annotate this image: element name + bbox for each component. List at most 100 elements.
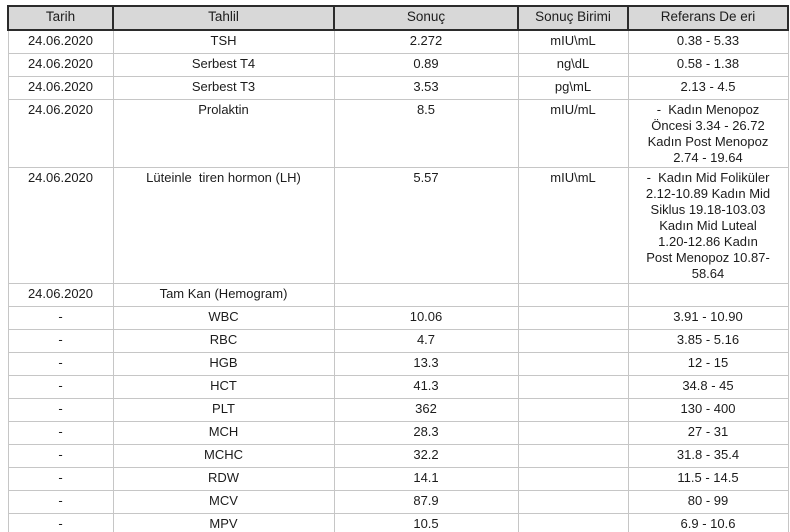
cell-tahlil: RBC: [112, 329, 335, 353]
cell-referans: - Kadın Menopoz Öncesi 3.34 - 26.72 Kadı…: [627, 99, 789, 168]
cell-birim: [517, 283, 629, 307]
cell-sonuc: 41.3: [333, 375, 519, 399]
cell-sonuc: 8.5: [333, 99, 519, 168]
table-row: - PLT 362 130 - 400: [7, 398, 789, 422]
cell-birim: [517, 398, 629, 422]
cell-sonuc: 4.7: [333, 329, 519, 353]
cell-referans: [627, 283, 789, 307]
cell-tarih: -: [7, 513, 114, 532]
cell-tarih: 24.06.2020: [7, 76, 114, 100]
cell-referans: 11.5 - 14.5: [627, 467, 789, 491]
table-row: - WBC 10.06 3.91 - 10.90: [7, 306, 789, 330]
cell-tarih: -: [7, 421, 114, 445]
cell-sonuc: 3.53: [333, 76, 519, 100]
cell-tahlil: Serbest T4: [112, 53, 335, 77]
header-tarih: Tarih: [7, 5, 114, 31]
header-sonuc-birimi: Sonuç Birimi: [517, 5, 629, 31]
cell-tahlil: Prolaktin: [112, 99, 335, 168]
cell-tahlil: PLT: [112, 398, 335, 422]
cell-sonuc: 87.9: [333, 490, 519, 514]
table-row: - MCH 28.3 27 - 31: [7, 421, 789, 445]
cell-referans: 27 - 31: [627, 421, 789, 445]
header-tahlil: Tahlil: [112, 5, 335, 31]
cell-birim: [517, 513, 629, 532]
cell-sonuc: 0.89: [333, 53, 519, 77]
cell-sonuc: 362: [333, 398, 519, 422]
cell-tahlil: TSH: [112, 29, 335, 54]
lab-results-table: Tarih Tahlil Sonuç Sonuç Birimi Referans…: [7, 5, 789, 532]
cell-birim: [517, 375, 629, 399]
cell-tarih: -: [7, 375, 114, 399]
cell-referans: 34.8 - 45: [627, 375, 789, 399]
table-row: - HCT 41.3 34.8 - 45: [7, 375, 789, 399]
cell-referans: 80 - 99: [627, 490, 789, 514]
table-row: - HGB 13.3 12 - 15: [7, 352, 789, 376]
table-row: 24.06.2020 Prolaktin 8.5 mIU/mL - Kadın Meno…: [7, 99, 789, 168]
cell-tahlil: Tam Kan (Hemogram): [112, 283, 335, 307]
cell-tahlil: MCHC: [112, 444, 335, 468]
cell-tarih: 24.06.2020: [7, 283, 114, 307]
cell-tarih: -: [7, 398, 114, 422]
table-row: 24.06.2020 Serbest T4 0.89 ng\dL 0.58 - 1.38: [7, 53, 789, 77]
cell-referans: 130 - 400: [627, 398, 789, 422]
cell-birim: pg\mL: [517, 76, 629, 100]
header-sonuc: Sonuç: [333, 5, 519, 31]
cell-tahlil: HGB: [112, 352, 335, 376]
header-referans-degeri: Referans De eri: [627, 5, 789, 31]
cell-birim: [517, 467, 629, 491]
cell-referans: - Kadın Mid Foliküler 2.12-10.89 Kadın M…: [627, 167, 789, 284]
cell-birim: [517, 352, 629, 376]
cell-tahlil: Lüteinle tiren hormon (LH): [112, 167, 335, 284]
cell-referans: 0.58 - 1.38: [627, 53, 789, 77]
cell-sonuc: 32.2: [333, 444, 519, 468]
cell-tarih: 24.06.2020: [7, 167, 114, 284]
table-row: 24.06.2020 Serbest T3 3.53 pg\mL 2.13 - 4.5: [7, 76, 789, 100]
table-row: - RDW 14.1 11.5 - 14.5: [7, 467, 789, 491]
table-row: - RBC 4.7 3.85 - 5.16: [7, 329, 789, 353]
cell-referans: 0.38 - 5.33: [627, 29, 789, 54]
cell-birim: mIU\mL: [517, 29, 629, 54]
table-row: - MCV 87.9 80 - 99: [7, 490, 789, 514]
table-row: - MCHC 32.2 31.8 - 35.4: [7, 444, 789, 468]
cell-tarih: -: [7, 444, 114, 468]
table-row: 24.06.2020 TSH 2.272 mIU\mL 0.38 - 5.33: [7, 29, 789, 54]
cell-birim: [517, 421, 629, 445]
cell-sonuc: 10.5: [333, 513, 519, 532]
cell-tarih: -: [7, 352, 114, 376]
table-row: 24.06.2020 Lüteinle tiren hormon (LH) 5.57…: [7, 167, 789, 284]
cell-sonuc: 28.3: [333, 421, 519, 445]
cell-tarih: 24.06.2020: [7, 99, 114, 168]
cell-tahlil: MCV: [112, 490, 335, 514]
cell-birim: mIU/mL: [517, 99, 629, 168]
cell-tahlil: MCH: [112, 421, 335, 445]
cell-tarih: 24.06.2020: [7, 29, 114, 54]
cell-referans: 31.8 - 35.4: [627, 444, 789, 468]
cell-tahlil: RDW: [112, 467, 335, 491]
table-header-row: Tarih Tahlil Sonuç Sonuç Birimi Referans…: [7, 5, 789, 31]
cell-tarih: -: [7, 490, 114, 514]
table-body: 24.06.2020 TSH 2.272 mIU\mL 0.38 - 5.33 24.06…: [7, 29, 789, 532]
cell-referans: 3.91 - 10.90: [627, 306, 789, 330]
cell-tahlil: Serbest T3: [112, 76, 335, 100]
cell-birim: [517, 329, 629, 353]
cell-tahlil: HCT: [112, 375, 335, 399]
cell-referans: 2.13 - 4.5: [627, 76, 789, 100]
cell-tarih: -: [7, 306, 114, 330]
cell-tarih: 24.06.2020: [7, 53, 114, 77]
cell-sonuc: 5.57: [333, 167, 519, 284]
table-row: 24.06.2020 Tam Kan (Hemogram): [7, 283, 789, 307]
cell-sonuc: 2.272: [333, 29, 519, 54]
cell-referans: 3.85 - 5.16: [627, 329, 789, 353]
cell-birim: [517, 444, 629, 468]
table-row: - MPV 10.5 6.9 - 10.6: [7, 513, 789, 532]
cell-birim: mIU\mL: [517, 167, 629, 284]
cell-tarih: -: [7, 329, 114, 353]
cell-birim: ng\dL: [517, 53, 629, 77]
cell-sonuc: 14.1: [333, 467, 519, 491]
cell-birim: [517, 490, 629, 514]
cell-referans: 6.9 - 10.6: [627, 513, 789, 532]
cell-sonuc: 13.3: [333, 352, 519, 376]
cell-sonuc: 10.06: [333, 306, 519, 330]
cell-tarih: -: [7, 467, 114, 491]
cell-referans: 12 - 15: [627, 352, 789, 376]
